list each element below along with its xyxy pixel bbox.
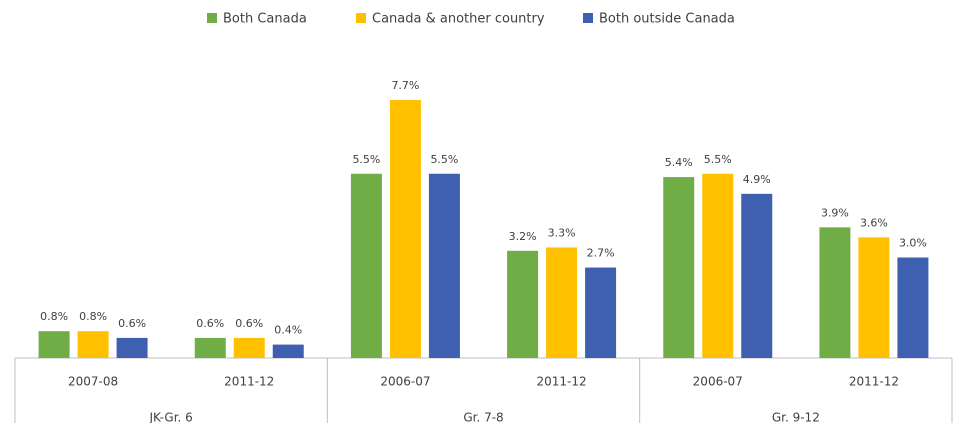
data-label: 0.8% xyxy=(79,310,107,323)
data-label: 7.7% xyxy=(391,79,419,92)
data-label: 2.7% xyxy=(587,247,615,260)
data-label: 3.9% xyxy=(821,206,849,219)
bar xyxy=(38,331,70,358)
bar xyxy=(507,250,539,358)
data-label: 5.5% xyxy=(430,153,458,166)
data-label: 3.2% xyxy=(509,230,537,243)
x-tick-label: 2006-07 xyxy=(693,375,743,389)
data-label: 5.4% xyxy=(665,156,693,169)
legend-label: Canada & another country xyxy=(372,12,545,27)
bar xyxy=(585,267,617,358)
data-label: 0.6% xyxy=(235,317,263,330)
bar xyxy=(272,344,304,358)
bar xyxy=(546,247,578,358)
bar xyxy=(116,337,148,358)
bar xyxy=(702,173,734,358)
bar xyxy=(858,237,890,358)
data-label: 0.6% xyxy=(118,317,146,330)
legend-swatch xyxy=(583,13,593,23)
data-label: 0.4% xyxy=(274,324,302,337)
bar xyxy=(194,337,226,358)
data-label: 3.6% xyxy=(860,216,888,229)
bar xyxy=(233,337,265,358)
x-tick-label: 2006-07 xyxy=(380,375,430,389)
data-label: 5.5% xyxy=(352,153,380,166)
data-label: 0.6% xyxy=(196,317,224,330)
data-label: 3.0% xyxy=(899,237,927,250)
x-tick-label: 2011-12 xyxy=(224,375,274,389)
data-label: 3.3% xyxy=(548,226,576,239)
bar xyxy=(350,173,382,358)
bar xyxy=(663,177,695,358)
x-tick-label: 2011-12 xyxy=(849,375,899,389)
group-label: Gr. 7-8 xyxy=(463,411,503,423)
bar xyxy=(741,193,773,358)
x-tick-label: 2007-08 xyxy=(68,375,118,389)
data-label: 0.8% xyxy=(40,310,68,323)
legend-swatch xyxy=(207,13,217,23)
bar xyxy=(77,331,109,358)
legend-label: Both Canada xyxy=(223,12,307,27)
legend-swatch xyxy=(356,13,366,23)
x-tick-label: 2011-12 xyxy=(537,375,587,389)
group-label: Gr. 9-12 xyxy=(772,411,820,423)
data-label: 5.5% xyxy=(704,153,732,166)
bar xyxy=(428,173,460,358)
data-label: 4.9% xyxy=(743,173,771,186)
group-label: JK-Gr. 6 xyxy=(149,411,193,423)
bar xyxy=(819,227,851,358)
bar xyxy=(389,100,421,359)
bar xyxy=(897,257,929,358)
legend-label: Both outside Canada xyxy=(599,12,735,27)
